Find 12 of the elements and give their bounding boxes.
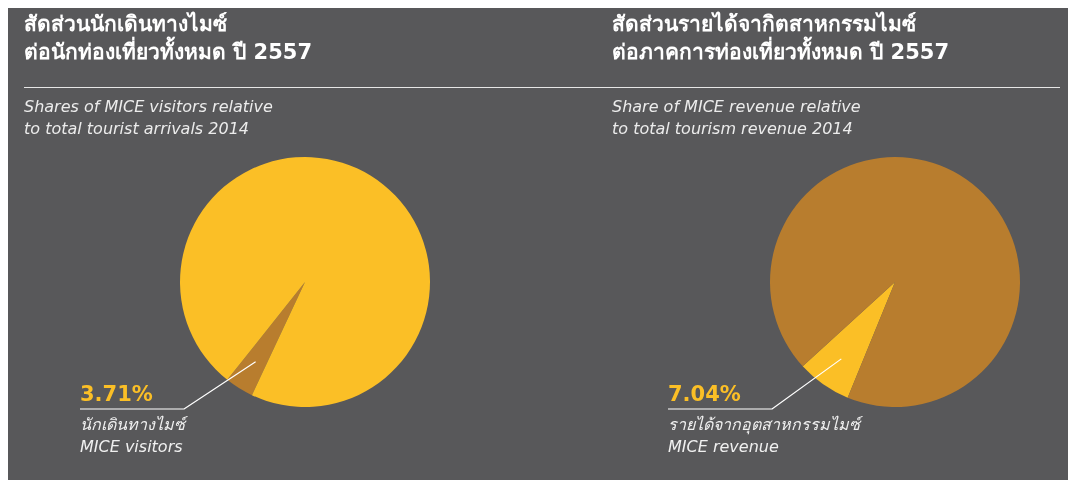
slice-label: รายได้จากอุตสาหกรรมไมซ์ MICE revenue [668,415,863,456]
pie-slice [227,282,305,396]
chart-subtitle: Share of MICE revenue relative to total tourism revenue 2014 [612,97,861,138]
pie-slice [802,282,895,398]
chart-title: สัดส่วนนักเดินทางไมซ์ ต่อนักท่องเที่ยวทั้งหมด ปี 2557 [24,11,313,64]
data-label: 7.04% [668,382,741,406]
slice-label: นักเดินทางไมซ์ MICE visitors [80,415,188,456]
chart-subtitle: Shares of MICE visitors relative to total tourist arrivals 2014 [24,97,273,138]
pie-slice [180,157,430,407]
pie-slice [770,157,1020,407]
chart-title: สัดส่วนรายได้จากิตสาหกรรมไมซ์ ต่อภาคการท่องเที่ยวทั้งหมด ปี 2557 [612,11,950,64]
data-label: 3.71% [80,382,153,406]
